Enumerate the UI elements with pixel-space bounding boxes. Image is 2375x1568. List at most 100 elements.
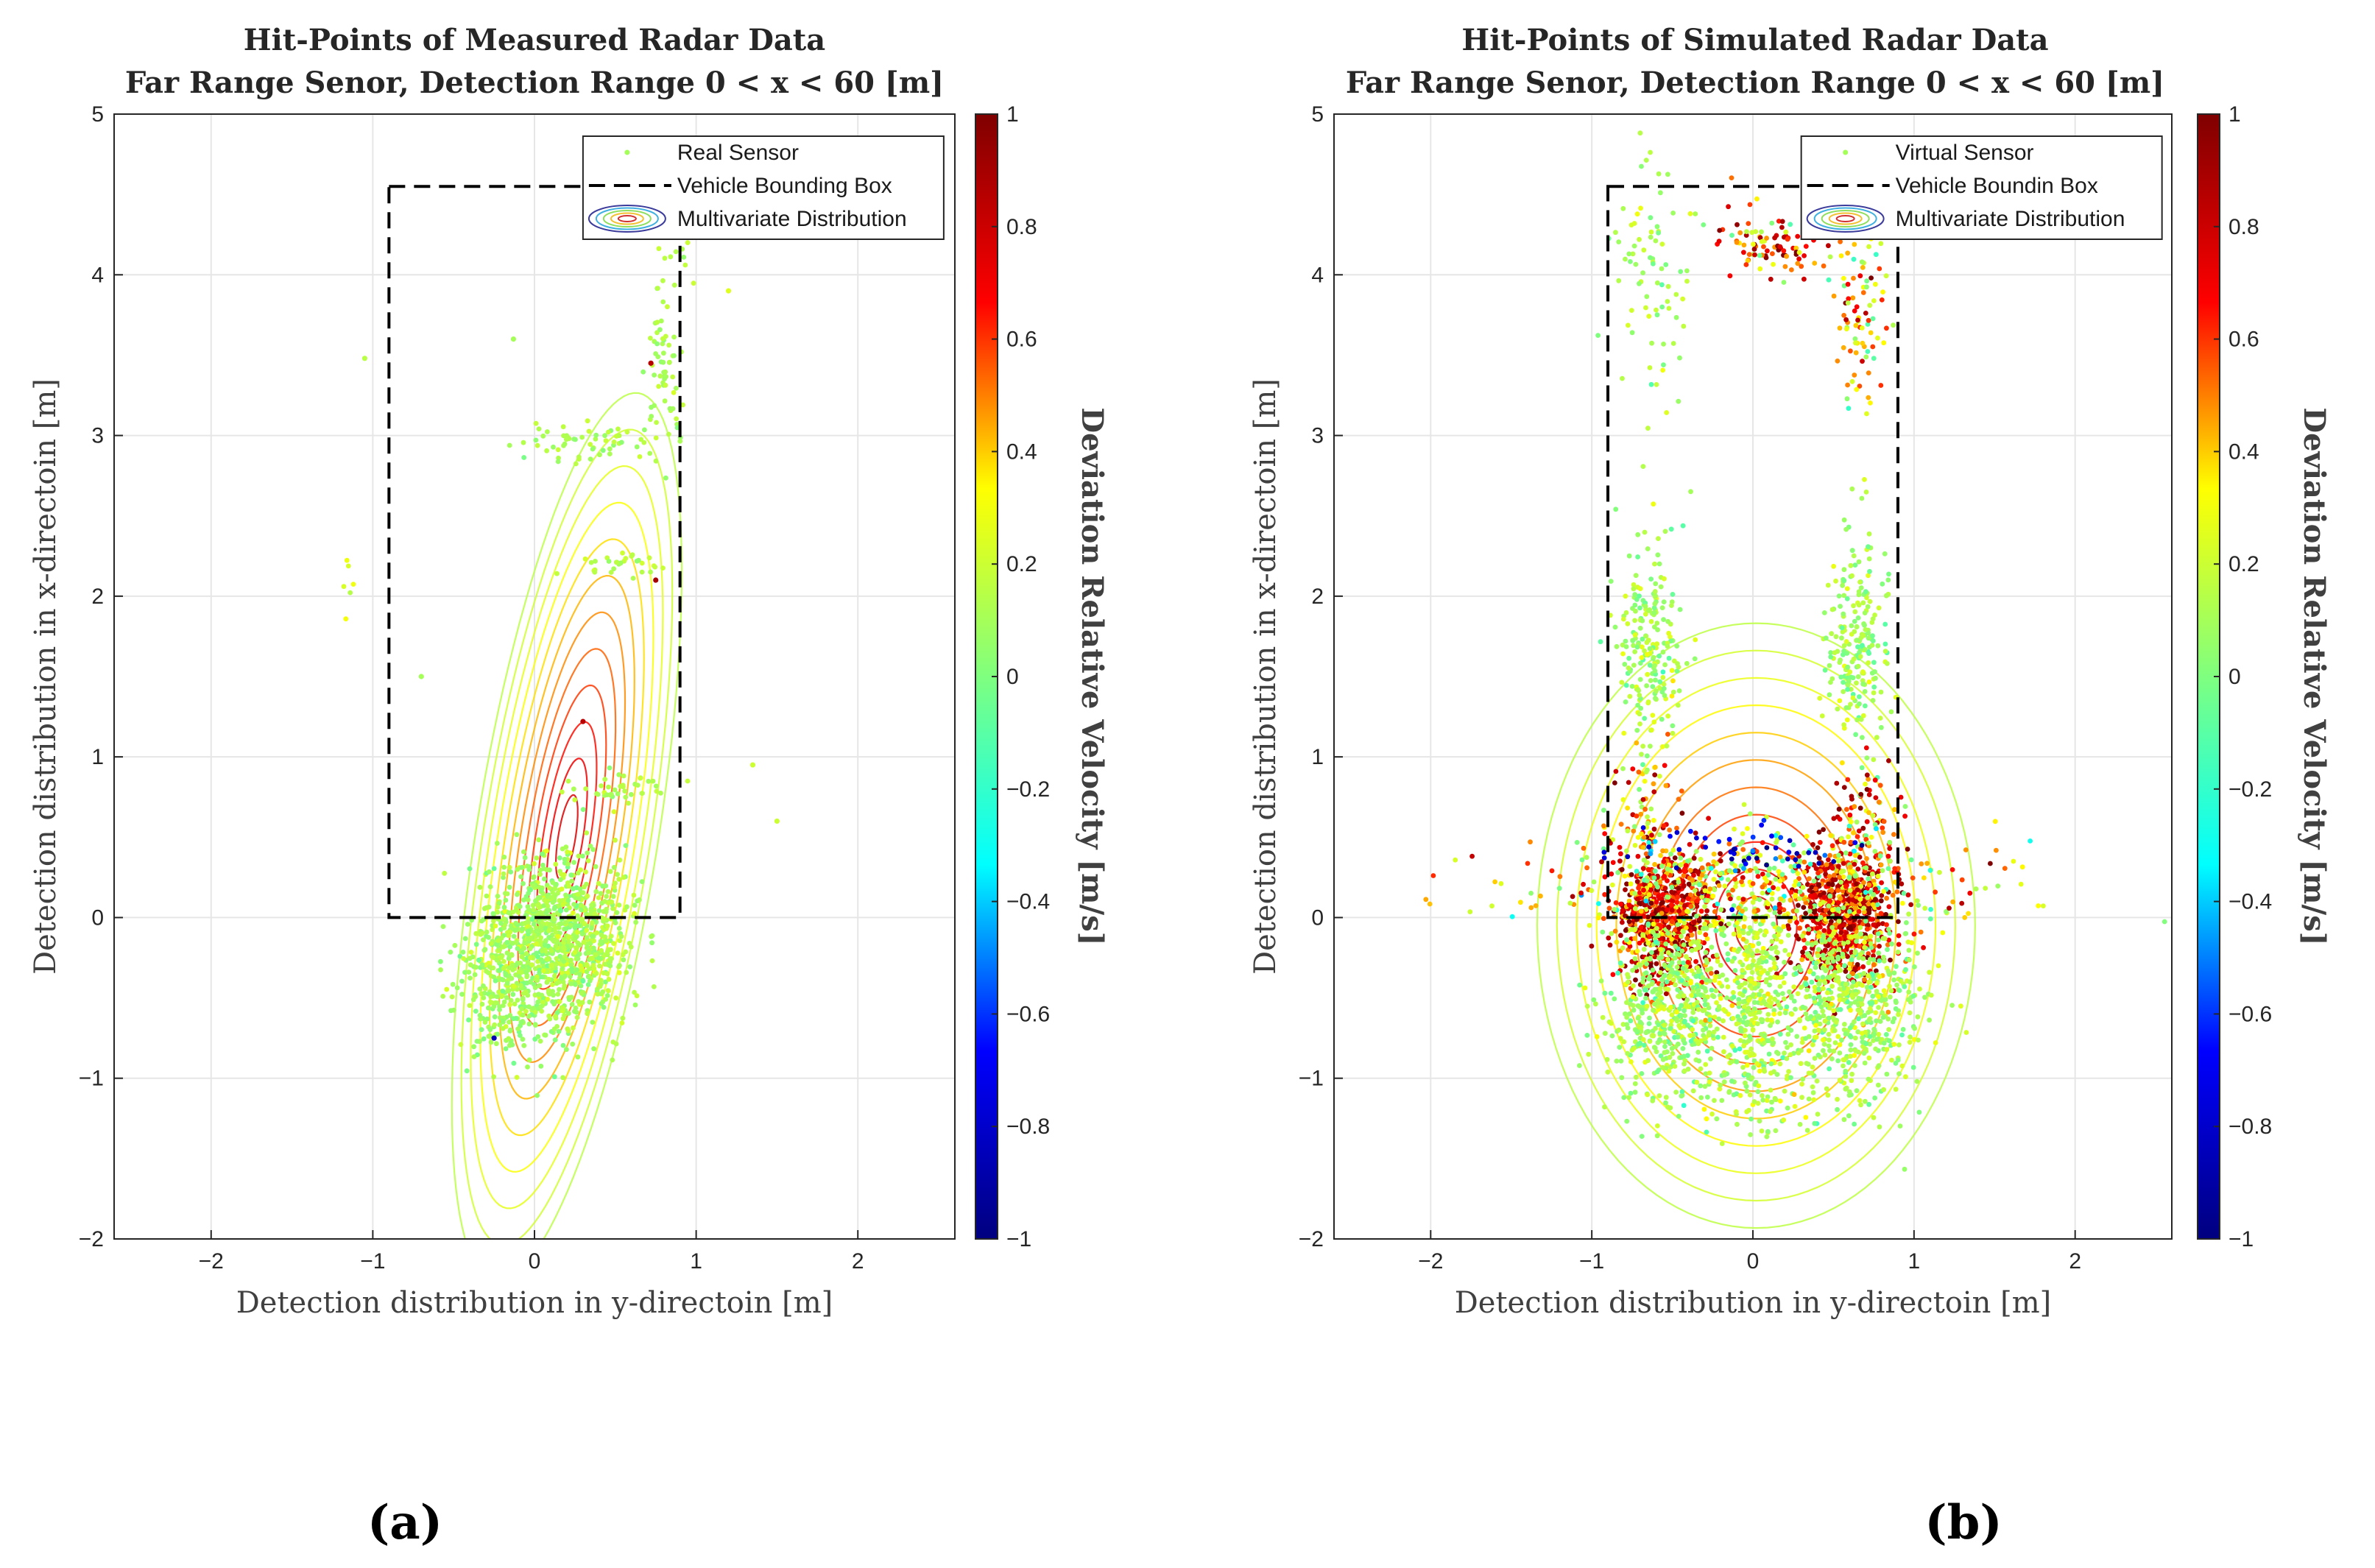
x-axis-label: Detection distribution in y-directoin [m…: [236, 1286, 833, 1320]
x-tick-label: −1: [360, 1249, 385, 1274]
data-point: [495, 938, 501, 943]
distribution-contours: [1536, 622, 1976, 1229]
data-point: [467, 956, 473, 961]
data-point: [1813, 989, 1818, 994]
data-point: [655, 286, 660, 291]
data-point: [1863, 1041, 1869, 1047]
data-point: [1912, 964, 1917, 970]
data-point: [1827, 1066, 1832, 1072]
data-point: [1600, 1014, 1606, 1020]
data-point: [1801, 850, 1807, 855]
data-point: [1647, 1039, 1653, 1044]
data-point: [1852, 873, 1858, 879]
data-point: [1881, 889, 1887, 894]
data-point: [1729, 1059, 1734, 1064]
colorbar-tick-label: −1: [1006, 1227, 1031, 1251]
data-point: [586, 428, 592, 434]
data-point: [1833, 1020, 1839, 1025]
data-point: [621, 875, 627, 880]
data-point: [450, 981, 456, 987]
data-point: [1745, 1020, 1751, 1025]
data-point: [1713, 988, 1719, 994]
colorbar-tick-label: −0.2: [1006, 777, 1050, 802]
data-point: [1870, 871, 1875, 877]
data-point: [1755, 874, 1761, 879]
data-point: [1708, 966, 1714, 972]
data-point: [1704, 957, 1709, 963]
data-point: [1606, 905, 1612, 911]
data-point: [1801, 897, 1807, 902]
data-point: [1782, 894, 1787, 899]
data-point: [501, 871, 507, 877]
data-point: [1927, 867, 1933, 873]
data-point: [529, 962, 535, 968]
data-point: [553, 961, 559, 967]
data-point: [518, 1020, 524, 1025]
data-point: [1795, 871, 1801, 877]
data-point: [1627, 693, 1633, 699]
data-point: [562, 441, 568, 447]
data-point: [1890, 892, 1896, 898]
data-point: [1645, 921, 1651, 927]
data-point: [1790, 842, 1796, 848]
data-point: [1810, 1090, 1816, 1095]
data-point: [1937, 869, 1942, 875]
data-point: [1823, 947, 1828, 953]
data-point: [1845, 897, 1851, 903]
data-point: [1657, 1036, 1662, 1042]
data-point: [1849, 934, 1855, 940]
data-point: [1712, 869, 1718, 875]
data-point: [1607, 942, 1613, 948]
data-point: [1827, 1048, 1832, 1053]
data-point: [1634, 727, 1640, 733]
data-point: [1754, 934, 1760, 940]
data-point: [1669, 1018, 1674, 1024]
data-point: [1637, 1020, 1643, 1025]
data-point: [533, 898, 538, 904]
data-point: [473, 930, 479, 936]
contour-level: [1536, 622, 1976, 1229]
data-point: [1624, 881, 1629, 887]
data-point: [616, 433, 622, 439]
data-point: [491, 1074, 496, 1080]
data-point: [640, 369, 646, 375]
data-point: [1634, 1028, 1640, 1034]
data-point: [1842, 1022, 1847, 1027]
data-point: [1632, 956, 1638, 961]
data-point-outlier: [749, 762, 756, 768]
data-point: [1702, 904, 1708, 909]
data-point: [573, 981, 579, 987]
data-point: [648, 336, 653, 341]
data-point: [1743, 1028, 1748, 1033]
legend-entry-label: Multivariate Distribution: [677, 207, 907, 231]
data-point: [1812, 1056, 1818, 1061]
data-point: [1838, 880, 1843, 885]
data-point: [1844, 913, 1850, 919]
data-point: [1645, 914, 1651, 920]
data-point: [1662, 962, 1668, 968]
y-tick-label: 5: [91, 102, 104, 127]
data-point: [1695, 988, 1701, 993]
data-point: [654, 788, 660, 794]
data-point: [1875, 931, 1881, 936]
data-point: [1807, 904, 1813, 910]
data-point: [1628, 1090, 1634, 1096]
data-point: [646, 778, 652, 784]
data-point: [1634, 879, 1640, 884]
data-point: [479, 1001, 485, 1007]
data-point: [506, 956, 512, 961]
data-point: [1914, 1078, 1920, 1084]
contour-level: [498, 574, 635, 1100]
data-point: [1847, 925, 1853, 930]
data-point: [1933, 1040, 1938, 1045]
data-point: [1884, 1071, 1890, 1077]
data-point: [611, 864, 617, 870]
data-point: [494, 942, 499, 947]
data-point: [650, 778, 656, 784]
data-point: [1674, 951, 1680, 956]
data-point: [1817, 840, 1823, 845]
data-point: [1858, 931, 1864, 936]
data-point: [1659, 900, 1665, 905]
data-point: [1865, 922, 1871, 928]
data-point: [1788, 864, 1794, 869]
